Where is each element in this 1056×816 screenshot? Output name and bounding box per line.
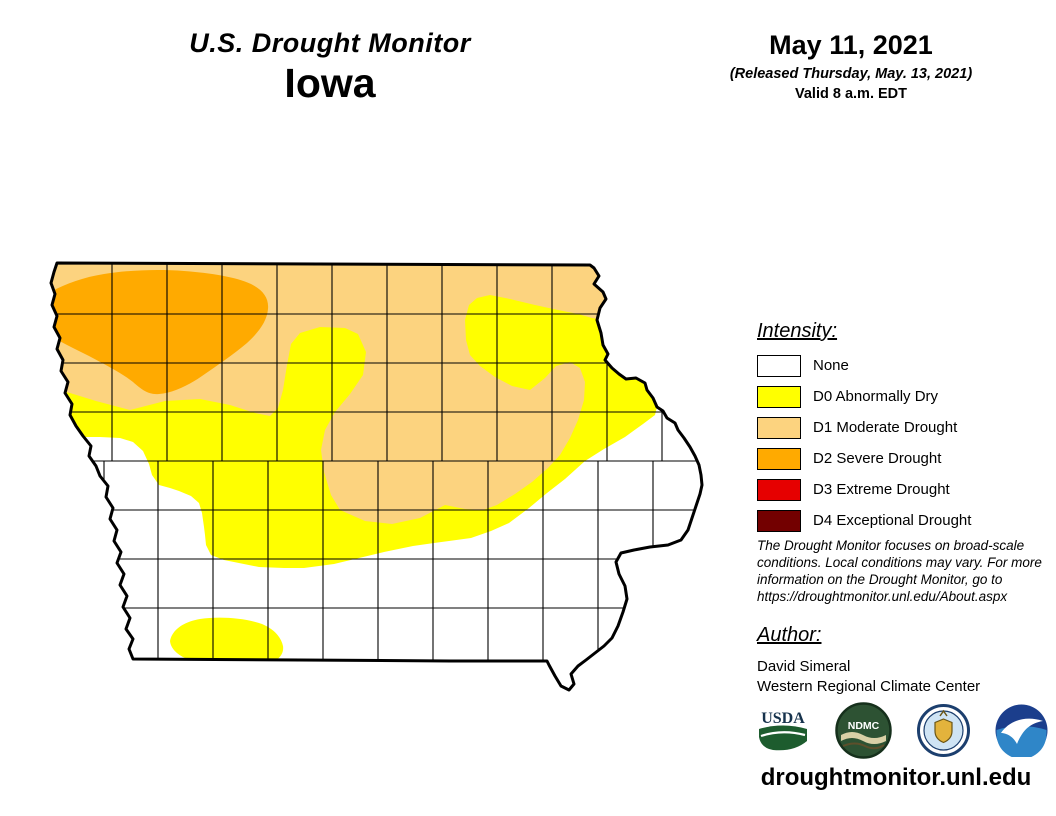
author-heading: Author: [757,624,822,646]
author-organization: Western Regional Climate Center [757,678,981,695]
swatch-d2 [757,448,801,470]
legend-item-d3: D3 Extreme Drought [757,479,1047,501]
legend-label: D4 Exceptional Drought [813,512,972,529]
legend-label: D0 Abnormally Dry [813,388,939,405]
author-name: David Simeral [757,658,851,675]
valid-time: Valid 8 a.m. EDT [794,86,907,102]
release-date: (Released Thursday, May. 13, 2021) [729,66,973,82]
usda-logo-text: USDA [761,710,805,727]
swatch-d3 [757,479,801,501]
ndmc-logo-text: NDMC [848,720,880,732]
legend-label: D3 Extreme Drought [813,481,950,498]
swatch-d0 [757,386,801,408]
commerce-logo [917,704,970,762]
intensity-legend: Intensity: None D0 Abnormally Dry D1 Mod… [757,320,1047,541]
footer-url: droughtmonitor.unl.edu [760,764,1032,791]
ndmc-logo: NDMC [835,702,892,764]
legend-item-none: None [757,355,1047,377]
legend-label: None [813,357,849,374]
state-outline [49,261,704,692]
swatch-d1 [757,417,801,439]
swatch-d4 [757,510,801,532]
region-d0-south-blob [170,617,284,662]
usda-logo: USDA [756,707,810,759]
agency-logos: USDA NDMC [756,702,1048,764]
swatch-none [757,355,801,377]
map-state-title: Iowa [284,60,376,106]
legend-item-d1: D1 Moderate Drought [757,417,1047,439]
author-block: Author: David Simeral Western Regional C… [757,624,1047,697]
legend-item-d0: D0 Abnormally Dry [757,386,1047,408]
legend-heading: Intensity: [757,320,838,342]
map-date: May 11, 2021 [769,30,933,60]
date-block: May 11, 2021 (Released Thursday, May. 13… [690,30,1012,102]
page-title: U.S. Drought Monitor [189,28,471,58]
legend-item-d2: D2 Severe Drought [757,448,1047,470]
legend-label: D2 Severe Drought [813,450,942,467]
legend-label: D1 Moderate Drought [813,419,958,436]
legend-item-d4: D4 Exceptional Drought [757,510,1047,532]
disclaimer-text: The Drought Monitor focuses on broad-sca… [757,538,1042,604]
noaa-logo [995,704,1048,762]
